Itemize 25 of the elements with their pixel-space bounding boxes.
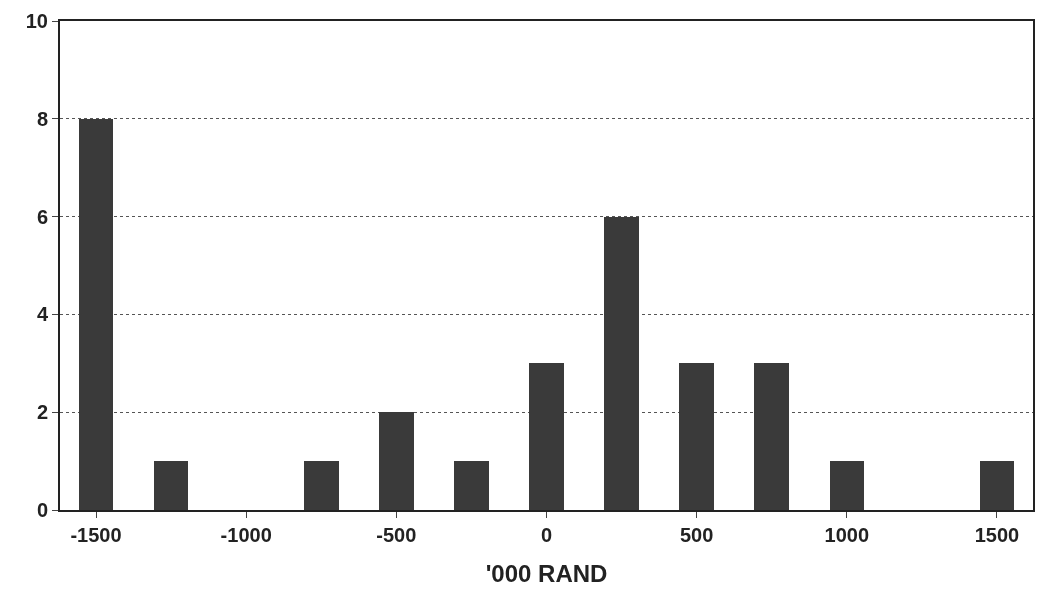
x-tick-label: 1500 [974,524,1020,546]
bar [679,363,714,510]
x-tick-label: 500 [679,524,714,546]
bar [379,412,414,510]
y-tick-label: 10 [25,10,48,32]
bar [754,363,789,510]
bar [79,119,113,510]
x-axis-title: '000 RAND [485,559,608,587]
y-tick-label: 4 [36,303,49,326]
x-tick-label: 0 [540,524,553,546]
x-tick-label: -1500 [70,524,122,546]
y-tick-label: 8 [36,107,48,130]
bar [154,461,188,510]
bar [454,461,489,510]
bar [980,461,1014,510]
bar [304,461,339,510]
y-tick-label: 0 [36,499,48,521]
bar [604,217,639,510]
x-tick-label: -500 [376,524,417,546]
y-tick-label: 6 [36,205,48,228]
bar [830,461,864,510]
y-tick-label: 2 [36,401,48,424]
x-tick-label: -1000 [220,524,272,546]
x-tick-label: 1000 [824,524,870,546]
bar [529,363,564,510]
